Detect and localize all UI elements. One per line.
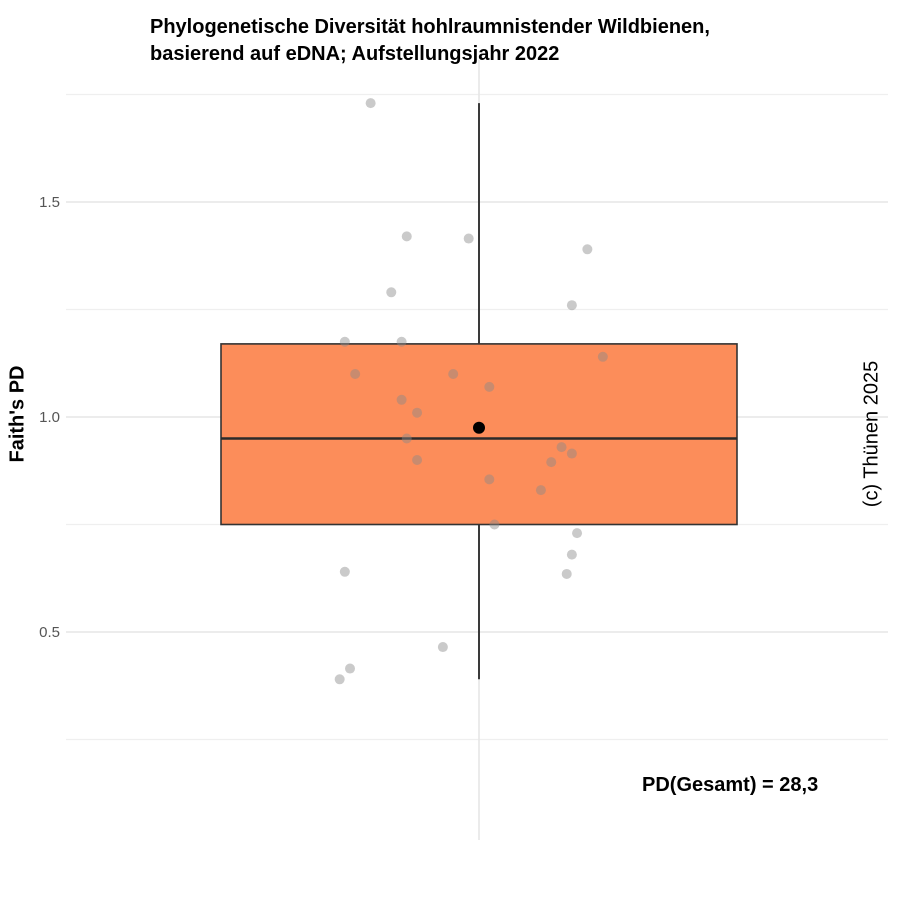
copyright-notice: (c) Thünen 2025 (860, 360, 883, 508)
y-tick-label: 0.5 (39, 624, 60, 641)
data-point (448, 369, 459, 379)
y-axis-ticks: 0.5 1.0 1.5 (39, 194, 60, 641)
data-point (597, 351, 608, 362)
data-point (489, 519, 500, 530)
interquartile-box (220, 343, 738, 526)
data-point (572, 528, 583, 539)
data-point (412, 407, 423, 418)
data-point (334, 674, 345, 685)
data-point (412, 455, 423, 465)
data-point (556, 442, 567, 453)
data-point (365, 98, 376, 109)
data-point (437, 642, 448, 653)
data-point (582, 244, 593, 255)
chart-title: Phylogenetische Diversität hohlraumniste… (150, 14, 890, 68)
data-point (546, 457, 557, 468)
boxplot (220, 103, 738, 680)
data-point (396, 394, 407, 405)
data-point (350, 369, 361, 379)
data-point (386, 287, 397, 298)
y-tick-label: 1.0 (39, 409, 60, 426)
data-point (463, 233, 474, 244)
data-point (401, 231, 412, 242)
data-point (339, 336, 350, 347)
data-point (566, 448, 577, 459)
mean-point (473, 421, 485, 434)
chart-title-line-2: basierend auf eDNA; Aufstellungsjahr 202… (150, 43, 560, 65)
y-tick-label: 1.5 (39, 194, 60, 211)
data-point (401, 433, 412, 444)
data-point (484, 474, 495, 485)
data-point (566, 300, 577, 311)
data-points (334, 98, 608, 685)
data-point (396, 336, 407, 347)
data-point (566, 549, 577, 560)
y-axis-label: Faith's PD (6, 365, 29, 463)
data-point (339, 566, 350, 577)
total-pd-annotation: PD(Gesamt) = 28,3 (642, 774, 819, 796)
data-point (484, 381, 495, 392)
data-point (561, 568, 572, 579)
data-point (345, 663, 355, 674)
data-point (535, 485, 546, 496)
chart-title-line-1: Phylogenetische Diversität hohlraumniste… (150, 16, 710, 38)
